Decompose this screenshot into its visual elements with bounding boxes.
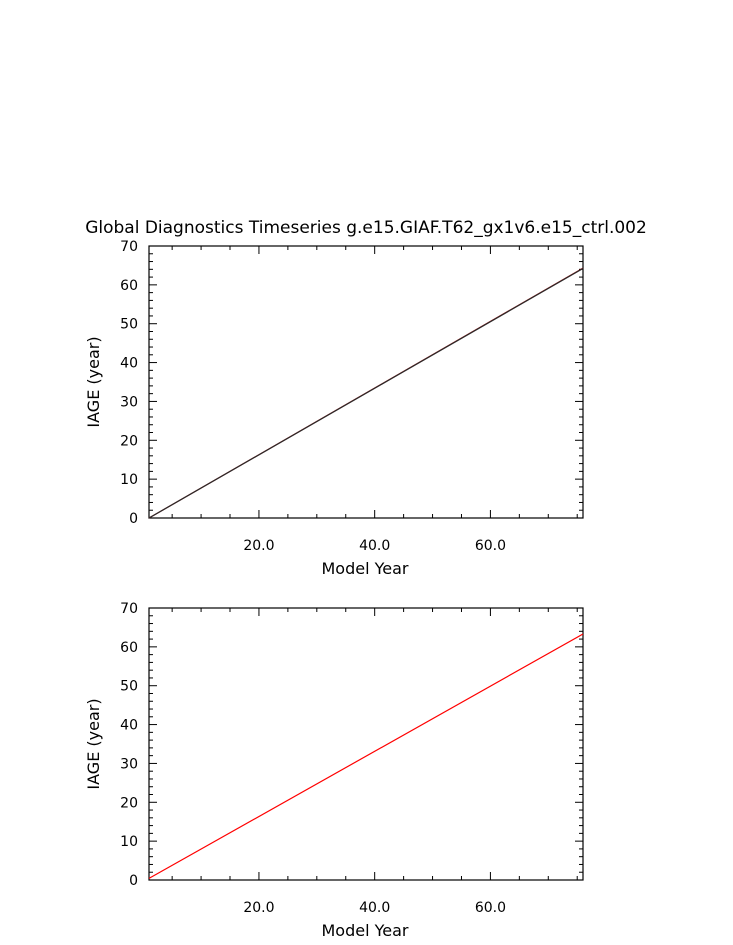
y-tick-label: 30 [120,756,138,772]
y-tick-label: 50 [120,317,138,333]
y-tick-label: 20 [120,433,138,449]
x-axis-label: Model Year [322,921,409,940]
chart-panel-top: 0 10 20 30 40 50 60 70 20.0 40.0 60.0 Model Year IAG… [84,239,584,578]
x-axis-label: Model Year [322,559,409,578]
y-axis-label: IAGE (year) [84,336,103,427]
series-line-2 [148,267,584,519]
y-tick-label: 10 [120,834,138,850]
chart-title: Global Diagnostics Timeseries g.e15.GIAF… [85,218,647,238]
y-tick-label: 0 [129,511,138,527]
series-line-1 [148,633,584,879]
x-tick-label: 20.0 [243,538,274,554]
plot-frame [148,607,584,881]
y-tick-label: 40 [120,356,138,372]
y-tick-label: 10 [120,472,138,488]
y-tick-label: 20 [120,795,138,811]
y-tick-label: 40 [120,718,138,734]
x-tick-label: 40.0 [359,538,390,554]
y-tick-label: 70 [120,239,138,255]
plot-frame [148,245,584,519]
y-tick-label: 60 [120,640,138,656]
y-tick-label: 70 [120,601,138,617]
y-axis-label: IAGE (year) [84,698,103,789]
y-tick-label: 60 [120,278,138,294]
x-tick-label: 60.0 [475,538,506,554]
x-tick-label: 40.0 [359,900,390,916]
x-tick-label: 60.0 [475,900,506,916]
chart-panel-bottom: 0 10 20 30 40 50 60 70 20.0 40.0 60.0 Model Year IAG… [84,601,584,940]
y-tick-label: 0 [129,873,138,889]
x-tick-label: 20.0 [243,900,274,916]
y-tick-label: 30 [120,394,138,410]
y-tick-label: 50 [120,679,138,695]
